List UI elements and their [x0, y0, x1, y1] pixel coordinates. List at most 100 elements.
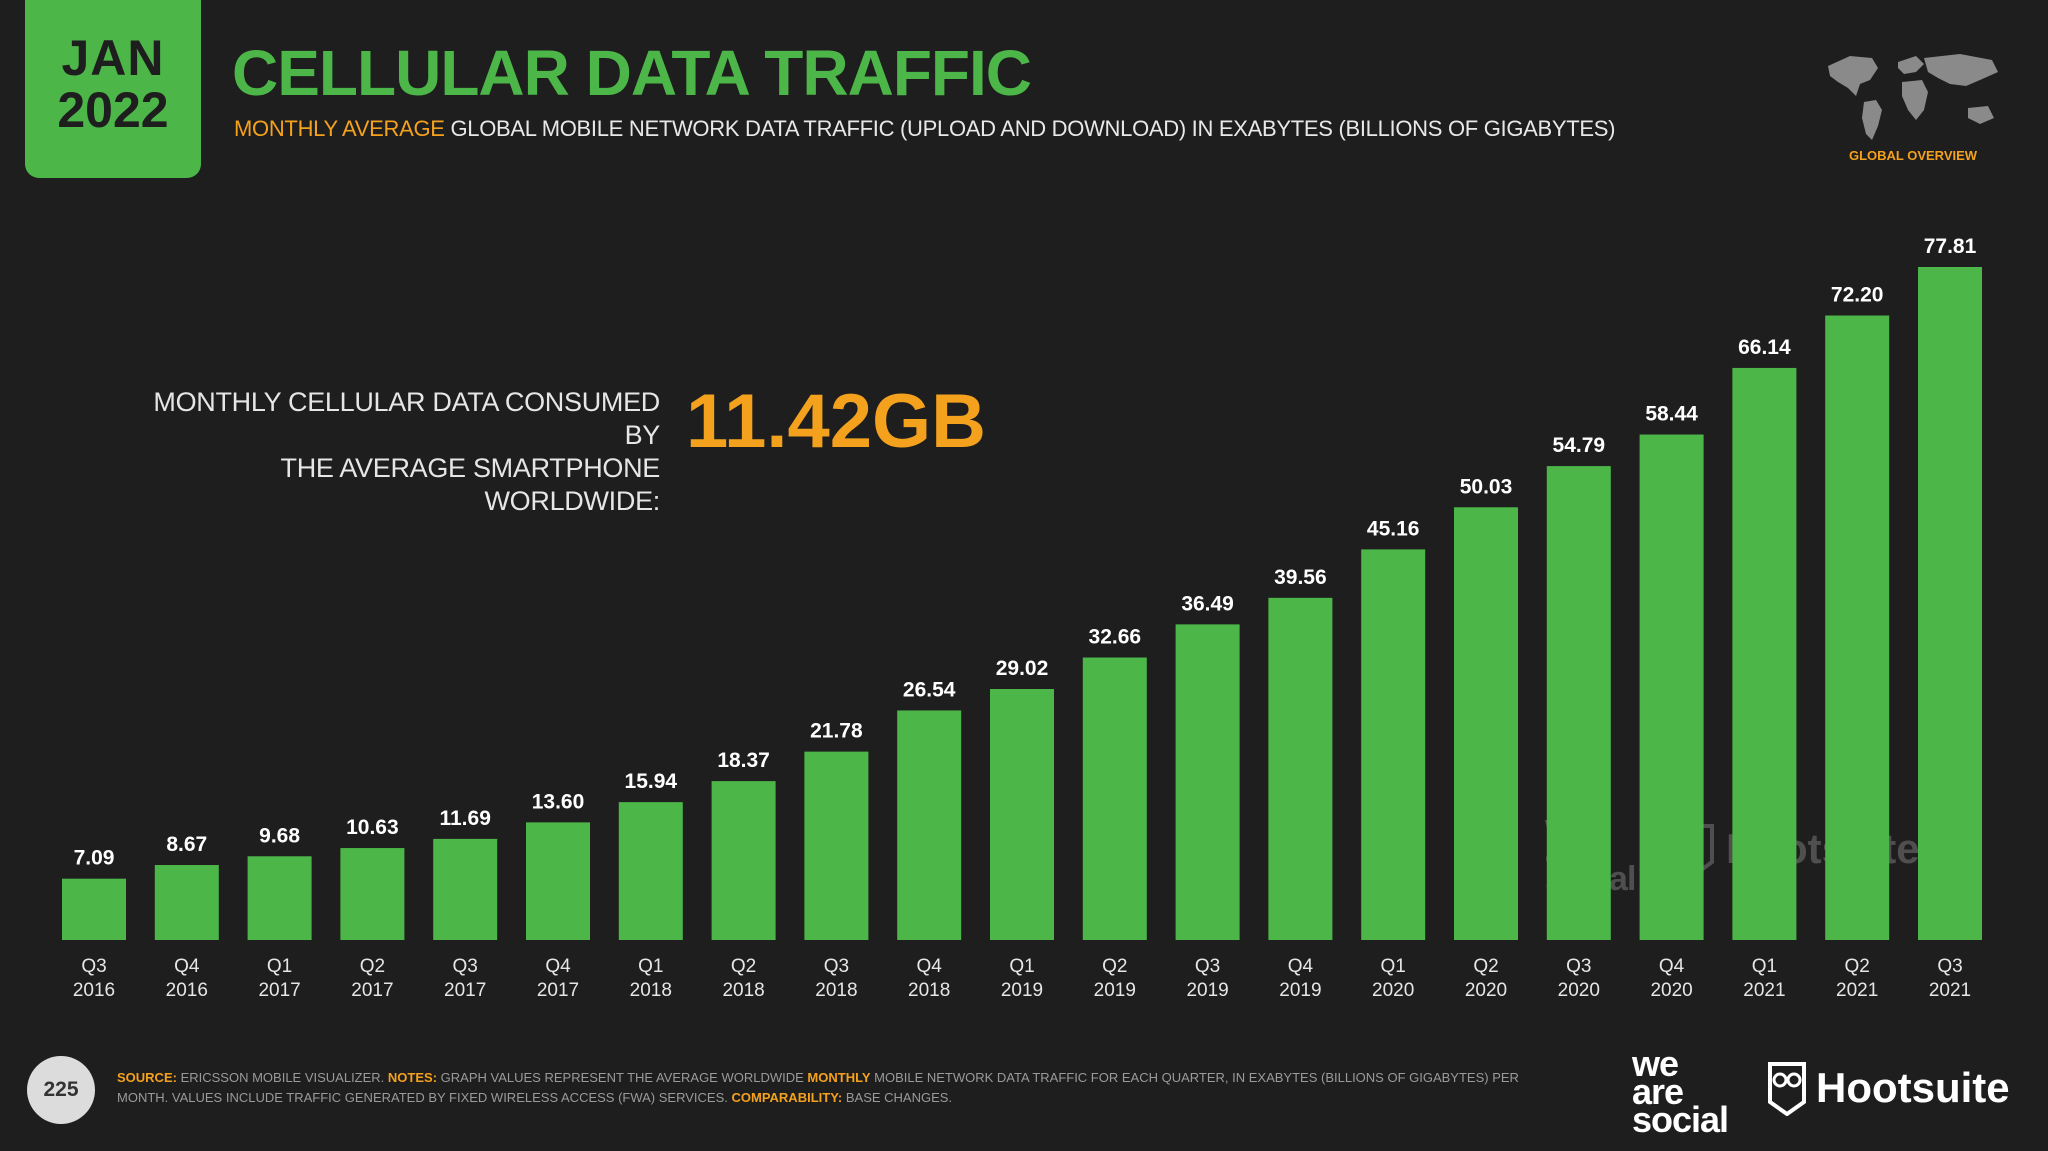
- bar: [804, 751, 869, 940]
- kpi-label-line1: MONTHLY CELLULAR DATA CONSUMED BY: [153, 387, 660, 450]
- bar: [618, 802, 683, 940]
- bar: [990, 688, 1054, 940]
- data-label: 26.54: [903, 678, 956, 701]
- data-label: 66.14: [1738, 336, 1791, 359]
- x-tick-label: 2019: [1279, 980, 1321, 1001]
- data-label: 9.68: [259, 824, 300, 847]
- bar: [711, 781, 776, 940]
- x-tick-label: Q2: [1102, 956, 1127, 977]
- x-tick-label: Q4: [545, 956, 571, 977]
- x-tick-label: 2020: [1558, 980, 1600, 1001]
- data-label: 36.49: [1181, 592, 1234, 615]
- badge-year: 2022: [57, 82, 169, 138]
- bar: [1918, 267, 1982, 940]
- source-key: SOURCE:: [117, 1070, 177, 1085]
- hootsuite-logo: Hootsuite: [1766, 1060, 2010, 1116]
- bar: [897, 710, 962, 940]
- data-label: 21.78: [810, 720, 863, 743]
- x-tick-label: Q2: [1473, 956, 1498, 977]
- bar: [1732, 367, 1797, 940]
- data-label: 54.79: [1553, 434, 1606, 457]
- x-tick-label: 2018: [815, 980, 857, 1001]
- x-tick-label: 2021: [1836, 980, 1878, 1001]
- x-tick-label: 2019: [1094, 980, 1136, 1001]
- data-label: 18.37: [717, 749, 770, 772]
- x-tick-label: 2016: [73, 980, 115, 1001]
- x-tick-label: Q1: [267, 956, 292, 977]
- subtitle-text: GLOBAL MOBILE NETWORK DATA TRAFFIC (UPLO…: [450, 116, 1616, 141]
- hootsuite-wordmark: Hootsuite: [1816, 1064, 2010, 1111]
- data-label: 13.60: [532, 790, 585, 813]
- data-label: 77.81: [1924, 235, 1977, 258]
- page-number: 225: [27, 1056, 95, 1124]
- x-tick-label: 2017: [351, 980, 393, 1001]
- bar: [1175, 624, 1240, 940]
- x-tick-label: Q4: [174, 956, 200, 977]
- bar: [1361, 549, 1426, 940]
- x-tick-label: 2020: [1465, 980, 1507, 1001]
- x-tick-label: 2019: [1001, 980, 1043, 1001]
- world-map-icon: [1828, 54, 1998, 140]
- bar: [1454, 507, 1518, 940]
- date-badge: JAN 2022: [25, 0, 201, 178]
- x-tick-label: Q4: [1288, 956, 1314, 977]
- bar: [1546, 466, 1611, 940]
- data-label: 11.69: [439, 807, 490, 830]
- x-tick-label: 2017: [537, 980, 579, 1001]
- x-tick-label: Q3: [1937, 956, 1962, 977]
- x-tick-label: Q3: [81, 956, 106, 977]
- x-tick-label: 2019: [1186, 980, 1228, 1001]
- x-tick-label: 2021: [1743, 980, 1785, 1001]
- x-tick-label: 2016: [166, 980, 208, 1001]
- bar: [1082, 657, 1147, 940]
- x-tick-label: Q2: [1845, 956, 1870, 977]
- kpi-label: MONTHLY CELLULAR DATA CONSUMED BY THE AV…: [120, 386, 660, 518]
- x-tick-label: 2017: [444, 980, 486, 1001]
- data-label: 32.66: [1089, 626, 1142, 649]
- kpi-label-line2: THE AVERAGE SMARTPHONE WORLDWIDE:: [280, 453, 661, 516]
- bar: [1825, 315, 1890, 940]
- x-tick-label: Q4: [917, 956, 943, 977]
- x-tick-label: 2020: [1650, 980, 1692, 1001]
- notes-text-2: MOBILE NETWORK DATA TRAFFIC FOR EACH QUA…: [117, 1070, 1519, 1105]
- bar: [1639, 434, 1704, 940]
- bar: [1268, 597, 1333, 940]
- x-tick-label: Q4: [1659, 956, 1685, 977]
- map-label: GLOBAL OVERVIEW: [1848, 148, 1978, 163]
- data-label: 50.03: [1460, 475, 1513, 498]
- bar: [154, 865, 219, 940]
- data-label: 8.67: [166, 833, 207, 856]
- bar: [340, 848, 405, 940]
- x-tick-label: Q3: [1566, 956, 1591, 977]
- data-label: 15.94: [625, 770, 678, 793]
- x-tick-label: Q1: [1009, 956, 1034, 977]
- x-tick-label: 2018: [722, 980, 764, 1001]
- x-tick-label: Q3: [453, 956, 478, 977]
- x-tick-label: 2021: [1929, 980, 1971, 1001]
- owl-icon: [1768, 1062, 1806, 1116]
- footer-notes: SOURCE: ERICSSON MOBILE VISUALIZER. NOTE…: [117, 1068, 1537, 1108]
- kpi-value: 11.42GB: [686, 379, 986, 464]
- x-tick-label: Q2: [360, 956, 385, 977]
- bar: [62, 878, 126, 940]
- subtitle-highlight: MONTHLY AVERAGE: [234, 116, 445, 141]
- notes-text-1: GRAPH VALUES REPRESENT THE AVERAGE WORLD…: [440, 1070, 804, 1085]
- data-label: 10.63: [346, 816, 399, 839]
- x-tick-label: 2018: [630, 980, 672, 1001]
- bar: [247, 856, 312, 940]
- data-label: 39.56: [1274, 566, 1327, 589]
- notes-key: NOTES:: [387, 1070, 438, 1085]
- page-title: CELLULAR DATA TRAFFIC: [232, 37, 1032, 109]
- comparability-text: BASE CHANGES.: [845, 1090, 953, 1105]
- x-tick-label: Q1: [1752, 956, 1777, 977]
- x-tick-label: 2018: [908, 980, 950, 1001]
- data-label: 45.16: [1367, 517, 1420, 540]
- x-tick-label: Q2: [731, 956, 756, 977]
- x-tick-label: Q3: [824, 956, 849, 977]
- x-tick-label: 2020: [1372, 980, 1414, 1001]
- data-label: 58.44: [1645, 403, 1698, 426]
- x-tick-label: Q3: [1195, 956, 1220, 977]
- comparability-key: COMPARABILITY:: [731, 1090, 843, 1105]
- badge-month: JAN: [61, 30, 165, 86]
